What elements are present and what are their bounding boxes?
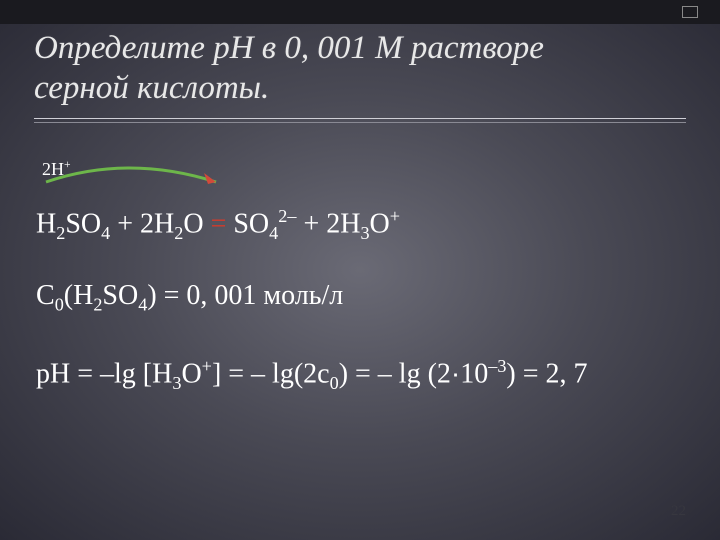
title-underline-2 bbox=[34, 122, 686, 123]
annotation-arrow bbox=[38, 158, 248, 206]
eq3-p6: ) = 2, 7 bbox=[506, 358, 587, 389]
equation-concentration: C0(H2SO4) = 0, 001 моль/л bbox=[36, 280, 343, 316]
eq1-equals: = bbox=[211, 208, 227, 239]
eq3-p5: 10 bbox=[460, 358, 488, 389]
equation-reaction: H2SO4 + 2H2O = SO42– + 2H3O+ bbox=[36, 206, 400, 244]
eq1-s5: 3 bbox=[360, 223, 369, 243]
eq2-s1: 0 bbox=[55, 295, 64, 315]
eq1-s1: 2 bbox=[56, 223, 65, 243]
equation-ph: pH = –lg [H3O+] = – lg(2c0) = – lg (2·10… bbox=[36, 356, 588, 394]
eq1-s3: 2 bbox=[174, 223, 183, 243]
eq3-sup1: + bbox=[202, 356, 212, 376]
eq3-p4: ) = – lg (2 bbox=[339, 358, 451, 389]
eq2-s3: 4 bbox=[138, 295, 147, 315]
eq3-s2: 0 bbox=[330, 373, 339, 393]
eq1-p5: SO bbox=[226, 208, 269, 239]
eq3-p1: pH = –lg [H bbox=[36, 358, 172, 389]
title-underline-1 bbox=[34, 118, 686, 119]
eq3-p3: ] = – lg(2c bbox=[212, 358, 330, 389]
slide-title: Определите pH в 0, 001 М растворе серной… bbox=[34, 28, 686, 109]
eq1-s4: 4 bbox=[269, 223, 278, 243]
page-number: 22 bbox=[671, 503, 686, 520]
eq1-p3: + 2H bbox=[110, 208, 174, 239]
topbar bbox=[0, 0, 720, 24]
eq1-s2: 4 bbox=[101, 223, 110, 243]
eq3-p2: O bbox=[181, 358, 201, 389]
topbar-accent-square bbox=[682, 6, 698, 18]
eq1-p1: H bbox=[36, 208, 56, 239]
title-line-2: серной кислоты. bbox=[34, 68, 686, 108]
eq1-p4: O bbox=[183, 208, 210, 239]
title-line-1: Определите pH в 0, 001 М растворе bbox=[34, 28, 686, 68]
eq1-sup2: + bbox=[390, 206, 400, 226]
eq1-sup1: 2– bbox=[278, 206, 296, 226]
eq2-p4: ) = 0, 001 моль/л bbox=[147, 280, 343, 311]
eq2-p3: SO bbox=[102, 280, 138, 311]
eq2-p2: (H bbox=[64, 280, 94, 311]
eq1-p2: SO bbox=[65, 208, 101, 239]
eq2-p1: C bbox=[36, 280, 55, 311]
eq1-p6: + 2H bbox=[296, 208, 360, 239]
eq3-sup2: –3 bbox=[488, 356, 506, 376]
eq1-p7: O bbox=[370, 208, 390, 239]
eq3-dot: · bbox=[451, 357, 460, 388]
